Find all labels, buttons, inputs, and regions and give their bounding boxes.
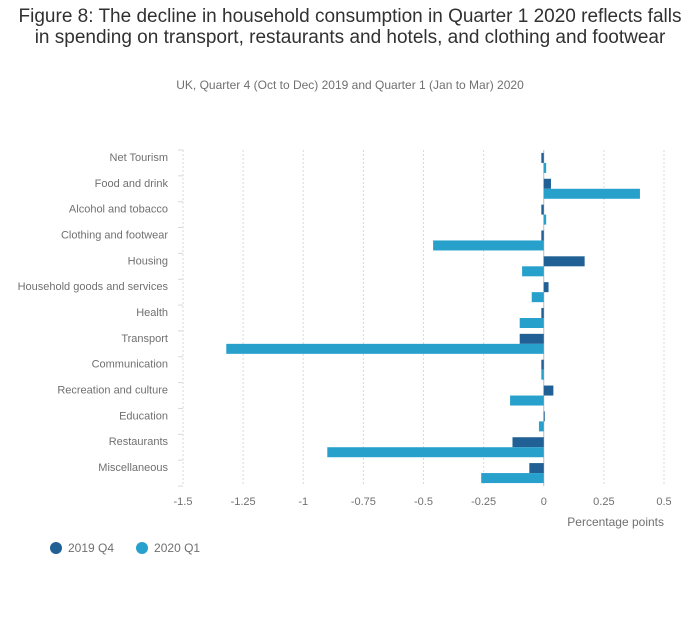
category-label: Miscellaneous <box>98 462 168 474</box>
x-tick-label: 0.25 <box>593 496 614 508</box>
category-label: Education <box>119 410 168 422</box>
bar-2019-q4[interactable] <box>541 308 544 318</box>
bar-2019-q4[interactable] <box>529 463 544 474</box>
bar-2020-q1[interactable] <box>519 318 544 328</box>
chart-subtitle: UK, Quarter 4 (Oct to Dec) 2019 and Quar… <box>176 78 524 92</box>
x-tick-label: -1 <box>298 496 308 508</box>
legend-item-q4[interactable]: 2019 Q4 <box>50 541 114 555</box>
legend-label-q1: 2020 Q1 <box>154 541 201 555</box>
bar-2020-q1[interactable] <box>531 292 544 303</box>
bar-2020-q1[interactable] <box>327 447 544 458</box>
bar-2020-q1[interactable] <box>543 162 547 173</box>
category-label: Communication <box>92 359 168 371</box>
bar-2019-q4[interactable] <box>543 385 554 396</box>
category-label: Restaurants <box>109 436 169 448</box>
bar-2019-q4[interactable] <box>541 359 544 370</box>
bar-2020-q1[interactable] <box>538 421 544 432</box>
category-label: Net Tourism <box>110 152 168 164</box>
category-label: Transport <box>121 333 168 345</box>
legend-label-q4: 2019 Q4 <box>68 541 115 555</box>
category-label: Health <box>136 307 168 319</box>
category-labels: Net Tourism Food and drink Alcohol and tob… <box>18 152 169 474</box>
category-label: Recreation and culture <box>57 385 168 397</box>
category-label: Food and drink <box>95 178 169 190</box>
category-label: Housing <box>128 255 168 267</box>
bar-2020-q1[interactable] <box>522 266 544 277</box>
legend: 2019 Q4 2020 Q1 <box>50 541 200 555</box>
bar-2019-q4[interactable] <box>543 256 585 267</box>
legend-marker-q4 <box>50 542 62 554</box>
bar-2020-q1[interactable] <box>543 214 547 225</box>
x-tick-label: -1.5 <box>174 496 193 508</box>
category-label: Clothing and footwear <box>61 229 168 241</box>
chart-title: Figure 8: The decline in household consu… <box>18 6 682 48</box>
x-tick-label: 0.5 <box>656 496 671 508</box>
x-tick-label: -0.25 <box>471 496 496 508</box>
bar-2019-q4[interactable] <box>543 282 549 293</box>
category-label: Household goods and services <box>18 281 169 293</box>
bar-2019-q4[interactable] <box>541 204 544 215</box>
x-axis-label: Percentage points <box>567 515 664 529</box>
bar-chart: Net Tourism Food and drink Alcohol and tob… <box>18 149 672 529</box>
bar-2020-q1[interactable] <box>510 395 544 406</box>
x-tick-label: -0.75 <box>351 496 376 508</box>
bar-2020-q1[interactable] <box>226 343 544 354</box>
bar-2020-q1[interactable] <box>481 473 544 484</box>
x-tick-label: 0 <box>541 496 547 508</box>
legend-item-q1[interactable]: 2020 Q1 <box>136 541 200 555</box>
bar-2020-q1[interactable] <box>543 188 640 199</box>
bar-2019-q4[interactable] <box>541 152 544 163</box>
bars <box>226 152 640 484</box>
bar-2019-q4[interactable] <box>543 411 545 422</box>
bar-2019-q4[interactable] <box>543 178 551 189</box>
x-tick-label: -0.5 <box>414 496 433 508</box>
category-label: Alcohol and tobacco <box>69 204 168 216</box>
bar-2020-q1[interactable] <box>433 240 544 251</box>
bar-2019-q4[interactable] <box>512 437 544 448</box>
x-tick-label: -1.25 <box>231 496 256 508</box>
bar-2019-q4[interactable] <box>519 333 544 344</box>
x-tick-labels: -1.5 -1.25 -1 -0.75 -0.5 -0.25 0 0.25 0.5 <box>174 496 672 508</box>
bar-2020-q1[interactable] <box>541 369 544 380</box>
grid-lines <box>178 149 665 487</box>
legend-marker-q1 <box>136 542 149 554</box>
bar-2019-q4[interactable] <box>541 230 544 241</box>
